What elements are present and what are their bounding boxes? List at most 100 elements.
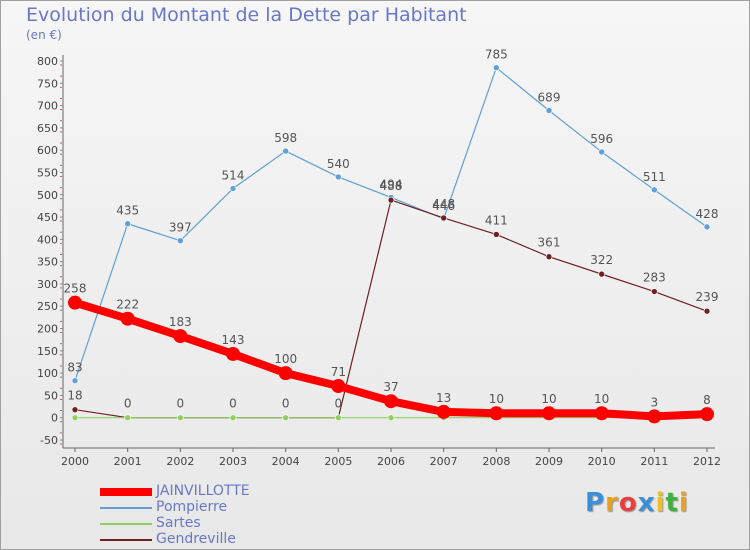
y-tick-label: 50 <box>44 389 58 402</box>
data-point <box>598 270 605 278</box>
data-label: 689 <box>538 90 561 104</box>
proxiti-logo: Proxiti <box>585 488 689 518</box>
data-label: 596 <box>590 132 613 146</box>
data-point <box>651 186 658 194</box>
data-label: 448 <box>432 197 455 211</box>
data-label: 0 <box>335 397 343 411</box>
data-point <box>229 414 237 422</box>
legend-swatch-gendreville <box>100 539 152 541</box>
data-label: 258 <box>64 282 87 296</box>
data-label: 239 <box>696 290 719 304</box>
data-label: 10 <box>541 392 556 406</box>
data-label: 446 <box>432 199 455 213</box>
data-label: 183 <box>169 315 192 329</box>
data-label: 494 <box>380 177 403 191</box>
data-label: 222 <box>116 298 139 312</box>
data-label: 0 <box>177 397 185 411</box>
data-label: 540 <box>327 157 350 171</box>
data-point <box>229 185 237 192</box>
data-point <box>436 404 451 419</box>
data-label: 411 <box>485 213 508 227</box>
data-label: 83 <box>67 361 82 375</box>
data-label: 143 <box>222 333 245 347</box>
data-point <box>542 406 556 421</box>
data-point <box>700 407 714 422</box>
data-label: 0 <box>282 397 290 411</box>
data-label: 18 <box>67 389 82 403</box>
y-tick-label: 700 <box>37 100 58 113</box>
data-point <box>335 173 342 181</box>
logo-letter: t <box>665 488 679 518</box>
y-tick-label: 300 <box>37 278 58 291</box>
legend-label: Pompierre <box>156 499 228 515</box>
y-tick-label: 100 <box>37 367 58 380</box>
data-label: 37 <box>383 380 398 394</box>
x-tick-label: 2011 <box>640 455 668 468</box>
chart-title: Evolution du Montant de la Dette par Hab… <box>26 4 467 26</box>
logo-letter: x <box>637 488 656 518</box>
data-label: 10 <box>594 392 609 406</box>
data-label: 3 <box>651 395 659 409</box>
data-label: 71 <box>331 365 346 379</box>
y-tick-label: 200 <box>37 323 58 336</box>
data-label: 322 <box>590 253 613 267</box>
data-point <box>278 366 293 381</box>
data-point <box>594 406 609 421</box>
data-label: 0 <box>703 397 711 411</box>
data-label: 0 <box>124 397 132 411</box>
data-label: 0 <box>651 397 659 411</box>
legend-swatch-jainvillotte <box>100 488 152 496</box>
data-label: 0 <box>124 397 132 411</box>
y-tick-label: 400 <box>37 233 58 246</box>
data-point <box>71 377 79 384</box>
data-point <box>647 409 662 424</box>
data-point <box>493 64 500 71</box>
data-label: 10 <box>489 392 504 406</box>
data-point <box>335 414 342 422</box>
data-label: 0 <box>545 397 553 411</box>
y-tick-label: 150 <box>37 345 58 358</box>
x-tick-label: 2005 <box>324 455 352 468</box>
data-label: 435 <box>116 204 139 218</box>
data-label: 785 <box>485 48 508 62</box>
data-label: 8 <box>703 393 711 407</box>
logo-letter: P <box>585 488 606 518</box>
data-point <box>703 223 711 231</box>
data-point <box>598 148 605 156</box>
x-tick-label: 2012 <box>693 455 721 468</box>
x-tick-label: 2010 <box>588 455 616 468</box>
y-tick-label: 450 <box>37 211 58 224</box>
data-label: 283 <box>643 271 666 285</box>
data-point <box>124 414 131 422</box>
data-label: 100 <box>274 352 297 366</box>
x-tick-label: 2007 <box>430 455 458 468</box>
y-tick-label: -50 <box>40 434 58 447</box>
x-tick-label: 2000 <box>61 455 89 468</box>
unit-label: (en €) <box>26 28 62 42</box>
data-label: 428 <box>696 207 719 221</box>
data-point <box>440 214 447 222</box>
y-tick-label: 600 <box>37 144 58 157</box>
data-point <box>387 196 395 204</box>
data-point <box>282 147 289 155</box>
data-label: 511 <box>643 170 666 184</box>
legend-label: Gendreville <box>156 531 236 547</box>
data-point <box>68 295 82 310</box>
data-point <box>120 311 135 326</box>
data-label: 0 <box>387 397 395 411</box>
x-tick-label: 2001 <box>114 455 142 468</box>
data-point <box>124 220 131 228</box>
x-tick-label: 2009 <box>535 455 563 468</box>
data-point <box>384 394 398 409</box>
y-tick-label: 500 <box>37 189 58 202</box>
data-point <box>387 414 395 422</box>
data-point <box>493 231 500 238</box>
data-label: 488 <box>380 179 403 193</box>
data-label: 0 <box>282 397 290 411</box>
data-label: 361 <box>538 236 561 250</box>
y-tick-label: 0 <box>51 412 58 425</box>
data-point <box>331 379 346 394</box>
y-tick-label: 650 <box>37 122 58 135</box>
